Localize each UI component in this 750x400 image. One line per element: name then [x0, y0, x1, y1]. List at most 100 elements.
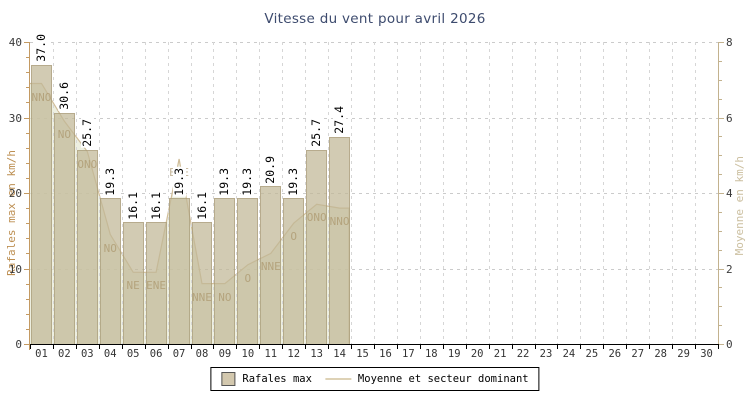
- bottom-axis-tick: [396, 345, 398, 349]
- vertical-gridline: [259, 42, 261, 344]
- vertical-gridline: [351, 42, 353, 344]
- bottom-axis-tick: [75, 345, 77, 349]
- x-axis-label-06: 06: [149, 348, 163, 360]
- direction-label-day-11: NNE: [260, 260, 281, 274]
- bottom-axis-tick: [465, 345, 467, 349]
- right-axis-minor-tick: [719, 155, 722, 157]
- bar-value-text: 16.1: [148, 190, 163, 221]
- bar-day-01: [31, 64, 52, 344]
- vertical-gridline: [305, 42, 307, 344]
- bar-value-label: 27.4: [332, 105, 347, 136]
- bar-value-text: 37.0: [33, 32, 48, 63]
- left-axis-tick-label: 20: [8, 187, 22, 200]
- left-axis-tick-label: 0: [15, 338, 22, 351]
- left-axis-tick-label: 30: [8, 111, 22, 125]
- bar-value-label: 25.7: [309, 118, 324, 148]
- bottom-axis-tick: [98, 345, 100, 349]
- left-axis-minor-tick: [26, 162, 29, 164]
- x-axis-label-05: 05: [126, 348, 140, 360]
- bar-day-04: [99, 198, 121, 344]
- vertical-gridline: [121, 42, 123, 344]
- left-axis-major-tick: [24, 344, 29, 345]
- left-axis-minor-tick: [26, 208, 29, 210]
- right-axis-tick-label: 6: [726, 111, 733, 125]
- vertical-gridline: [580, 42, 582, 344]
- x-axis-label-12: 12: [287, 348, 301, 360]
- direction-label-day-03: ONO: [77, 158, 98, 172]
- right-axis-minor-tick: [719, 230, 722, 232]
- x-axis-label-13: 13: [310, 348, 323, 360]
- bar-day-05: [122, 222, 144, 344]
- x-axis-label-30: 30: [700, 348, 713, 360]
- vertical-gridline: [52, 42, 54, 344]
- x-axis-label-20: 20: [470, 348, 484, 360]
- bar-day-12: [283, 198, 305, 344]
- bottom-axis-tick: [557, 345, 559, 349]
- vertical-gridline: [695, 42, 697, 344]
- left-axis-minor-tick: [26, 177, 29, 179]
- x-axis-label-15: 15: [356, 348, 369, 360]
- x-axis-label-28: 28: [654, 348, 667, 360]
- bottom-axis-tick: [236, 345, 238, 349]
- direction-label-day-08: NNE: [192, 290, 212, 304]
- left-axis-minor-tick: [26, 57, 29, 59]
- bar-value-text: 19.3: [240, 166, 255, 197]
- bar-day-03: [76, 149, 98, 344]
- bar-value-label: 16.1: [126, 190, 141, 221]
- left-axis-major-tick: [24, 268, 29, 270]
- vertical-gridline: [672, 42, 674, 344]
- legend-line-label: Moyenne et secteur dominant: [357, 373, 529, 385]
- bottom-axis-tick: [672, 345, 674, 349]
- left-axis-minor-tick: [26, 328, 29, 330]
- bar-value-label: 19.3: [286, 166, 301, 197]
- bar-value-text: 19.3: [286, 166, 301, 197]
- bottom-axis-tick: [259, 345, 261, 349]
- bar-value-label: 16.1: [194, 190, 210, 221]
- left-axis-minor-tick: [26, 72, 29, 74]
- right-axis-minor-tick: [719, 249, 722, 251]
- bar-value-text: 20.9: [263, 154, 278, 185]
- bottom-axis-tick: [282, 345, 284, 349]
- vertical-gridline: [213, 42, 215, 344]
- right-axis-minor-tick: [719, 306, 722, 308]
- moyenne-line-icon: [324, 378, 351, 380]
- right-axis-minor-tick: [719, 79, 722, 81]
- legend-bar-label: Rafales max: [242, 373, 312, 385]
- left-axis-line: [29, 42, 30, 350]
- vertical-gridline: [396, 42, 398, 344]
- bottom-axis-tick: [718, 345, 719, 349]
- vertical-gridline: [649, 42, 651, 344]
- vertical-gridline: [236, 42, 238, 344]
- left-axis-tick-label: 40: [8, 36, 22, 49]
- vertical-gridline: [442, 42, 444, 344]
- direction-label-day-13: ONO: [306, 211, 327, 225]
- bar-value-text: 19.3: [217, 166, 232, 197]
- vertical-gridline: [488, 42, 490, 344]
- bottom-axis-tick: [52, 345, 54, 349]
- bottom-axis-tick: [144, 345, 146, 349]
- vertical-gridline: [626, 42, 628, 344]
- bottom-axis-tick: [626, 345, 628, 349]
- bar-day-14: [329, 137, 351, 344]
- right-axis-minor-tick: [719, 60, 722, 62]
- bar-value-label: 25.7: [80, 118, 95, 148]
- x-axis-label-22: 22: [516, 348, 530, 360]
- vertical-gridline: [282, 42, 284, 344]
- x-axis-label-29: 29: [677, 348, 690, 360]
- bar-value-text: 16.1: [194, 190, 209, 221]
- bottom-axis-tick: [649, 345, 651, 349]
- direction-label-day-14: NNO: [329, 215, 350, 229]
- bar-value-text: 30.6: [56, 81, 71, 111]
- right-axis-major-tick: [719, 344, 724, 345]
- bar-day-06: [145, 222, 167, 344]
- direction-label-day-02: NO: [57, 128, 71, 142]
- x-axis-label-18: 18: [424, 348, 438, 360]
- x-axis-label-16: 16: [379, 348, 392, 360]
- vertical-gridline: [374, 42, 375, 344]
- bar-day-09: [214, 198, 236, 344]
- right-axis-major-tick: [719, 117, 724, 119]
- direction-label-day-05: NE: [126, 279, 140, 293]
- bottom-axis-tick: [488, 345, 490, 349]
- right-axis-minor-tick: [719, 287, 722, 289]
- x-axis-label-19: 19: [447, 348, 461, 360]
